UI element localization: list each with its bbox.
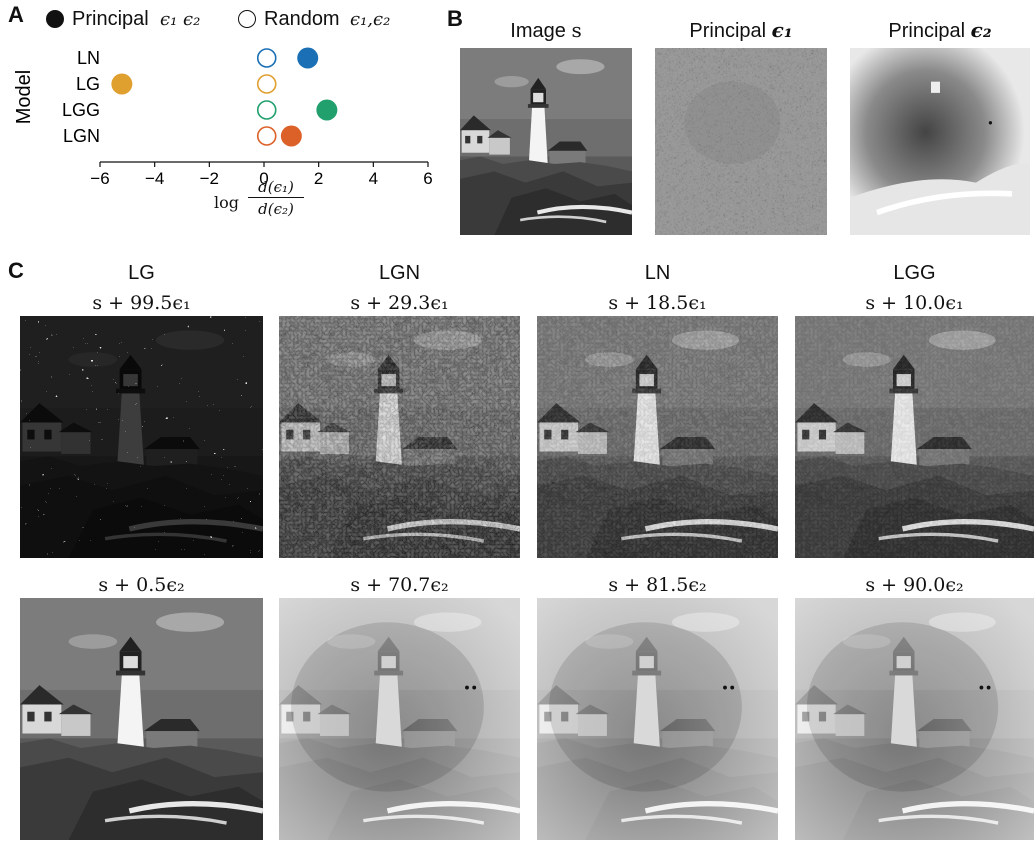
random-marker-lgg	[256, 100, 277, 120]
label-lg-eps2: s + 0.5ϵ₂	[98, 574, 185, 596]
panel-b-header-eps2: Principal ϵ₂	[850, 18, 1030, 43]
x-tick-label: 4	[369, 169, 378, 188]
legend-open-marker	[238, 10, 256, 28]
x-axis-label-numerator: d(ϵ₁)	[248, 178, 304, 198]
x-tick-label: 6	[423, 169, 432, 188]
header-text: Principal	[888, 20, 966, 42]
x-tick-label: 0	[259, 169, 268, 188]
principal-marker-ln	[297, 47, 319, 69]
label-lg-eps1: s + 99.5ϵ₁	[92, 292, 191, 314]
panel-c-model-ln: LN	[644, 262, 671, 284]
x-axis-label-denominator: d(ϵ₂)	[258, 200, 294, 218]
image-lg-eps1	[20, 316, 263, 558]
image-principal-eps2	[850, 48, 1030, 235]
legend-principal-math: ϵ₁ ϵ₂	[160, 9, 201, 30]
x-tick-label: −6	[90, 169, 109, 188]
panel-c-model-lg: LG	[128, 262, 155, 284]
chart-legend: Principal ϵ₁ ϵ₂ Random ϵ₁,ϵ₂	[46, 8, 426, 38]
random-marker-lgn	[256, 126, 277, 146]
header-text: Principal	[689, 20, 767, 42]
legend-random-math: ϵ₁,ϵ₂	[350, 9, 391, 30]
panel-b-header-image: Image s	[460, 18, 632, 43]
legend-random-label: Random	[264, 8, 340, 30]
random-marker-ln	[256, 48, 277, 68]
header-math: ϵ₁	[771, 18, 793, 42]
category-label-ln: LN	[77, 48, 100, 68]
image-lgg-eps2	[795, 598, 1034, 840]
panel-c-model-lgg: LGG	[893, 262, 936, 284]
label-lgn-eps2: s + 70.7ϵ₂	[350, 574, 449, 596]
category-label-lg: LG	[76, 74, 100, 94]
random-marker-lg	[256, 74, 277, 94]
x-tick-label: −2	[200, 169, 219, 188]
category-label-lgn: LGN	[63, 126, 100, 146]
image-s	[460, 48, 632, 235]
panel-letter-a: A	[8, 2, 24, 27]
image-principal-eps1	[655, 48, 827, 235]
y-axis-label: Model	[13, 70, 35, 124]
label-ln-eps2: s + 81.5ϵ₂	[608, 574, 707, 596]
legend-principal-label: Principal	[72, 8, 149, 30]
x-axis-label-log: log	[214, 193, 239, 212]
label-lgg-eps2: s + 90.0ϵ₂	[865, 574, 964, 596]
image-lgn-eps2	[279, 598, 520, 840]
panel-b-header-eps1: Principal ϵ₁	[655, 18, 827, 43]
header-math: ϵ₂	[970, 18, 992, 42]
x-axis-label: log d(ϵ₁) d(ϵ₂)	[214, 178, 304, 238]
panel-letter-b: B	[447, 6, 463, 31]
image-lgg-eps1	[795, 316, 1034, 558]
principal-marker-lgn	[280, 125, 302, 147]
principal-marker-lg	[111, 73, 133, 95]
panel-c-model-lgn: LGN	[378, 262, 421, 284]
x-tick-label: 2	[314, 169, 323, 188]
label-lgn-eps1: s + 29.3ϵ₁	[350, 292, 449, 314]
label-ln-eps1: s + 18.5ϵ₁	[608, 292, 707, 314]
image-ln-eps2	[537, 598, 778, 840]
image-lg-eps2	[20, 598, 263, 840]
image-ln-eps1	[537, 316, 778, 558]
category-label-lgg: LGG	[62, 100, 100, 120]
label-lgg-eps1: s + 10.0ϵ₁	[865, 292, 964, 314]
header-math: s	[571, 18, 582, 42]
header-text: Image	[510, 20, 566, 42]
legend-filled-marker	[46, 10, 64, 28]
scatter-chart: Model −6 −4 −2 0 2 4 6 LN LG LGG LGN	[13, 47, 433, 188]
image-lgn-eps1	[279, 316, 520, 558]
principal-marker-lgg	[316, 99, 338, 121]
x-tick-label: −4	[145, 169, 164, 188]
panel-letter-c: C	[8, 258, 24, 283]
